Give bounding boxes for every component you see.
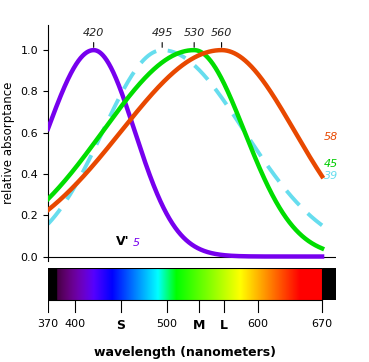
- Text: 495: 495: [152, 28, 173, 38]
- Text: S: S: [117, 319, 125, 332]
- Text: L: L: [220, 319, 228, 332]
- Text: 500: 500: [156, 319, 177, 329]
- Text: 370: 370: [37, 319, 59, 329]
- Text: 420: 420: [83, 28, 104, 38]
- Text: M: M: [193, 319, 205, 332]
- Text: 560: 560: [211, 28, 232, 38]
- Text: 45: 45: [324, 159, 338, 169]
- Text: 39: 39: [324, 171, 338, 181]
- Text: V': V': [115, 235, 129, 248]
- Text: 58: 58: [324, 132, 338, 142]
- Text: 670: 670: [311, 319, 332, 329]
- Text: 600: 600: [248, 319, 269, 329]
- Text: 530: 530: [183, 28, 205, 38]
- Text: 400: 400: [65, 319, 86, 329]
- Text: wavelength (nanometers): wavelength (nanometers): [94, 346, 276, 359]
- Y-axis label: relative absorptance: relative absorptance: [2, 82, 15, 204]
- Text: 5: 5: [133, 238, 140, 248]
